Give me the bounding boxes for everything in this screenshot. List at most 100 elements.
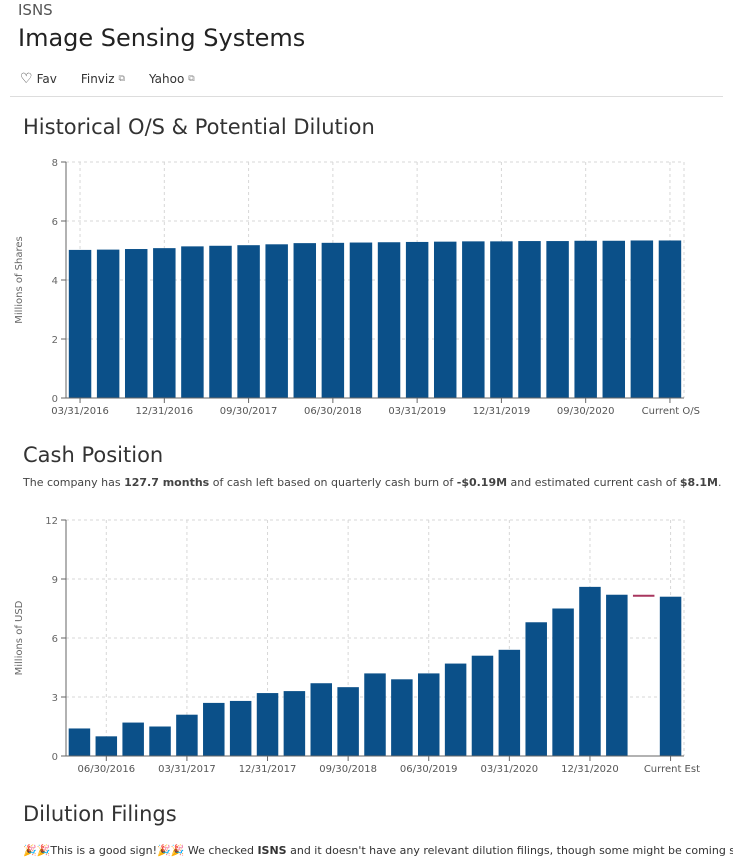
cash-xtick-label: 09/30/2018 [319,764,377,775]
filings-part3: and it doesn't have any relevant dilutio… [286,844,733,857]
shares-bar [293,243,317,398]
shares-bar [124,249,148,398]
cash-ytick-label: 9 [52,575,58,586]
header-divider [10,96,723,97]
shares-ytick-label: 4 [52,276,58,287]
cash-summary-middle: of cash left based on quarterly cash bur… [209,476,457,489]
shares-ylabel: Millions of Shares [14,236,25,323]
cash-summary: The company has 127.7 months of cash lef… [23,476,722,489]
filings-part1: This is a good sign! [50,844,157,857]
shares-bar [68,249,92,398]
shares-bar [462,241,485,398]
shares-bar [349,242,373,398]
cash-bar [337,687,359,756]
external-link-icon: ⧉ [118,74,125,84]
dilution-section-title: Historical O/S & Potential Dilution [23,115,375,139]
cash-burn: -$0.19M [456,476,508,489]
shares-xtick-label: 12/31/2019 [473,406,531,417]
cash-bar [68,728,91,756]
cash-ytick-label: 6 [52,634,58,645]
cash-bar [256,693,279,756]
cash-ytick-label: 3 [52,693,58,704]
shares-ytick-label: 6 [52,217,58,228]
shares-bar [574,240,597,398]
shares-xtick-label: 03/31/2019 [388,406,446,417]
shares-xtick-label: 03/31/2016 [51,406,109,417]
external-link-icon: ⧉ [188,74,195,84]
shares-bar [602,240,626,398]
cash-xtick-label: 12/31/2020 [561,764,619,775]
cash-summary-middle2: and estimated current cash of [507,476,680,489]
cash-summary-prefix: The company has [23,476,125,489]
shares-xtick-label: 09/30/2020 [557,406,615,417]
shares-bar [546,241,569,398]
cash-bar [498,649,521,756]
shares-bar [630,240,654,398]
cash-section-title: Cash Position [23,443,164,467]
cash-xtick-label: 12/31/2017 [239,764,297,775]
shares-xtick-label: Current O/S [642,406,700,417]
cash-bar [122,722,144,756]
yahoo-link[interactable]: Yahoo ⧉ [149,72,195,86]
party-icon: 🎉🎉 [23,844,51,857]
company-name: Image Sensing Systems [18,24,306,52]
filings-part2: We checked [184,844,258,857]
fav-link[interactable]: ♡ Fav [20,72,57,86]
cash-position-chart: 0 3 6 9 12 06/30/2016 03/31/2017 12/31/2017 09/3… [14,516,700,775]
cash-bar [310,683,333,756]
cash-ytick-label: 0 [52,752,58,763]
cash-bar [364,673,386,756]
party-icon: 🎉🎉 [156,844,185,857]
shares-bar [153,248,176,398]
shares-xtick-label: 12/31/2016 [135,406,193,417]
filings-section-title: Dilution Filings [23,802,177,826]
cash-xtick-label: Current Est [644,764,700,775]
filings-ticker: ISNS [257,844,287,857]
finviz-link[interactable]: Finviz ⧉ [81,72,125,86]
cash-bar [149,726,171,756]
cash-bar [391,679,413,756]
cash-bar [444,663,467,756]
shares-bar [433,241,457,398]
shares-bar [265,244,288,398]
shares-bar [321,242,345,398]
shares-ytick-label: 0 [52,394,58,405]
heart-icon: ♡ [20,71,33,87]
yahoo-label: Yahoo [148,72,185,86]
cash-ylabel: Millions of USD [14,600,25,675]
cash-bar [525,622,547,756]
shares-outstanding-chart: 0 2 4 6 8 03/31/2016 12/31/2016 09/30/2017 06/30… [14,158,700,417]
cash-bar [606,594,628,756]
filings-message: 🎉🎉This is a good sign!🎉🎉 We checked ISNS… [23,844,733,857]
cash-bar [283,691,306,756]
fav-label: Fav [36,72,57,86]
cash-bar [176,714,198,756]
shares-bar [237,245,260,398]
shares-bar [405,241,429,398]
cash-bar [552,608,574,756]
cash-bar [659,596,682,756]
cash-bar [471,655,494,756]
cash-xtick-label: 06/30/2016 [77,764,135,775]
cash-ytick-label: 12 [45,516,58,527]
shares-bar [658,240,682,398]
header-links: ♡ Fav Finviz ⧉ Yahoo ⧉ [20,72,195,86]
finviz-label: Finviz [80,72,115,86]
cash-bar [229,700,252,756]
cash-bar [203,702,225,756]
cash-bar [417,673,440,756]
shares-xtick-label: 09/30/2017 [220,406,278,417]
shares-bar [96,249,120,398]
shares-bar [377,242,401,398]
cash-xtick-label: 03/31/2017 [158,764,216,775]
shares-bar [490,241,513,398]
cash-xtick-label: 06/30/2019 [400,764,458,775]
cash-months: 127.7 months [124,476,210,489]
cash-estimate: $8.1M [679,476,718,489]
cash-summary-suffix: . [718,476,722,489]
shares-ytick-label: 8 [52,158,58,169]
shares-ytick-label: 2 [52,335,58,346]
cash-xtick-label: 03/31/2020 [481,764,539,775]
cash-bar [95,736,118,756]
ticker-symbol: ISNS [18,1,53,19]
